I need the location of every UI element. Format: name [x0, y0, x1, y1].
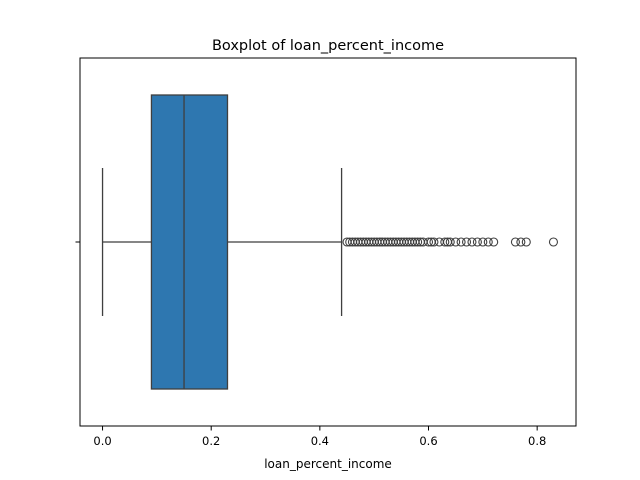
outlier-point — [510, 237, 520, 247]
outlier-point — [445, 237, 455, 247]
chart-title: Boxplot of loan_percent_income — [212, 38, 444, 54]
outlier-point — [483, 237, 493, 247]
x-tick-label: 0.8 — [528, 434, 546, 448]
outlier-point — [440, 237, 450, 247]
boxplot-group — [101, 94, 559, 390]
x-tick-label: 0.4 — [311, 434, 329, 448]
outlier-point — [413, 237, 423, 247]
outlier-point — [429, 237, 439, 247]
outlier-point — [521, 237, 531, 247]
outlier-point — [451, 237, 461, 247]
x-tick-label: 0.0 — [93, 434, 111, 448]
outlier-point — [516, 237, 526, 247]
interquartile-box — [150, 94, 229, 390]
outlier-point — [548, 237, 559, 247]
x-tick-label: 0.6 — [419, 434, 437, 448]
outlier-point — [423, 237, 434, 247]
outlier-point — [478, 237, 488, 247]
x-tick-label: 0.2 — [202, 434, 220, 448]
outlier-point — [489, 237, 499, 247]
outlier-point — [461, 237, 472, 247]
x-axis-label: loan_percent_income — [264, 457, 392, 471]
outlier-point — [472, 237, 482, 247]
x-axis: 0.0 0.2 0.4 0.6 0.8 — [93, 426, 546, 448]
outlier-point — [456, 237, 466, 247]
outlier-point — [467, 237, 477, 247]
